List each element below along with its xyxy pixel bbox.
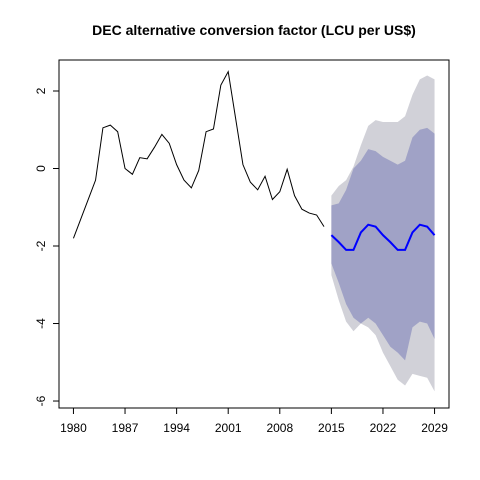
- y-tick-label: -4: [34, 318, 48, 329]
- x-tick-label: 2029: [421, 421, 448, 435]
- x-tick-label: 2022: [370, 421, 397, 435]
- plot-frame: [58, 59, 450, 409]
- x-tick-label: 2001: [215, 421, 242, 435]
- x-tick-label: 1987: [112, 421, 139, 435]
- x-tick-label: 1994: [163, 421, 190, 435]
- series-line: [330, 223, 436, 251]
- x-tick-label: 2008: [266, 421, 293, 435]
- prediction-band: [331, 127, 435, 361]
- series-line: [72, 70, 325, 239]
- y-tick-label: -2: [34, 240, 48, 251]
- y-tick-label: 0: [34, 165, 48, 172]
- y-tick-label: 2: [34, 87, 48, 94]
- x-tick-label: 1980: [60, 421, 87, 435]
- y-tick-label: -6: [34, 395, 48, 406]
- x-tick-label: 2015: [318, 421, 345, 435]
- chart-title: DEC alternative conversion factor (LCU p…: [92, 22, 416, 38]
